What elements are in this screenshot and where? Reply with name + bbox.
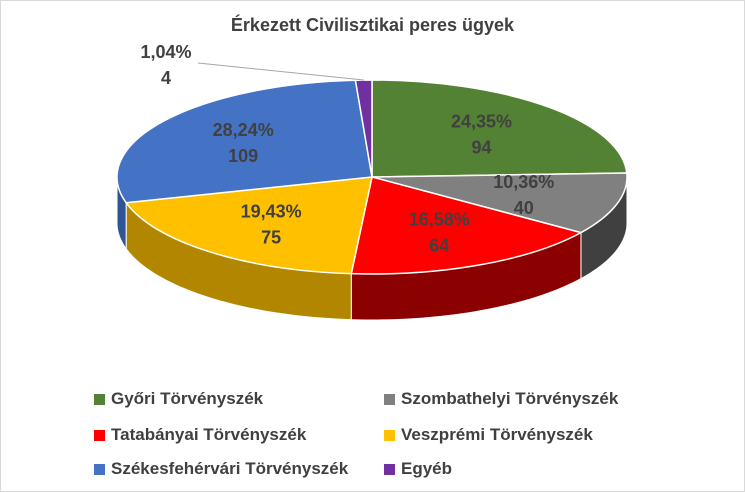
leader-line	[197, 62, 364, 81]
legend-label: Tatabányai Törvényszék	[111, 425, 307, 444]
data-label-percent: 10,36%	[493, 172, 554, 192]
legend-item-tatabanyai: Tatabányai Törvényszék	[94, 425, 306, 445]
data-label-percent: 28,24%	[213, 120, 274, 140]
pie-slice	[354, 79, 373, 178]
legend-swatch	[384, 429, 395, 441]
legend-label: Szombathelyi Törvényszék	[401, 389, 619, 408]
data-label-value: 4	[161, 68, 171, 88]
legend-item-szombathelyi: Szombathelyi Törvényszék	[384, 389, 618, 409]
legend-swatch	[384, 393, 395, 405]
legend-label: Székesfehérvári Törvényszék	[111, 459, 349, 478]
chart-title: Érkezett Civilisztikai peres ügyek	[230, 15, 515, 35]
pie-slice	[371, 172, 628, 234]
legend-item-szekesfehervari: Székesfehérvári Törvényszék	[94, 459, 348, 479]
data-label-percent: 1,04%	[140, 42, 191, 62]
legend-swatch	[94, 393, 105, 405]
data-label-value: 40	[514, 198, 534, 218]
pie-slice	[124, 176, 373, 275]
data-label-value: 94	[471, 138, 491, 158]
legend-item-gyori: Győri Törvényszék	[94, 389, 263, 409]
pie-slice	[371, 79, 628, 178]
legend-label: Győri Törvényszék	[111, 389, 264, 408]
data-label-percent: 19,43%	[241, 201, 302, 221]
pie-slice	[350, 176, 583, 275]
legend-label: Veszprémi Törvényszék	[401, 425, 593, 444]
legend-swatch	[94, 463, 105, 475]
legend-item-veszpremi: Veszprémi Törvényszék	[384, 425, 593, 445]
data-label-value: 64	[429, 235, 449, 255]
legend-label: Egyéb	[401, 459, 453, 478]
data-label-percent: 24,35%	[451, 112, 512, 132]
data-label-value: 109	[228, 146, 258, 166]
legend-swatch	[384, 463, 395, 475]
data-label-value: 75	[261, 227, 281, 247]
legend-item-egyeb: Egyéb	[384, 459, 452, 479]
pie-slice	[116, 79, 373, 204]
data-label-percent: 16,58%	[409, 209, 470, 229]
legend-swatch	[94, 429, 105, 441]
